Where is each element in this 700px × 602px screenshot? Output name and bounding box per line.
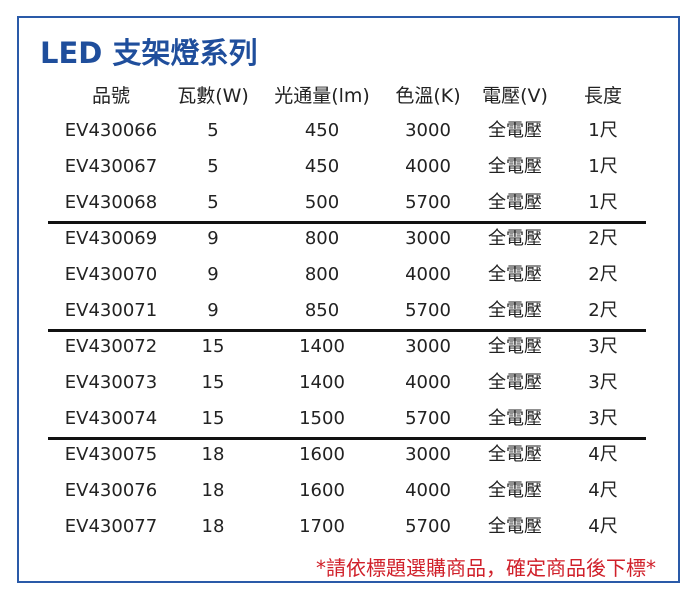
cell-lumens: 450 [304,120,340,141]
cell-voltage: 全電壓 [488,264,542,285]
cell-voltage: 全電壓 [488,300,542,321]
cell-model: EV430071 [64,300,158,321]
cell-length: 2尺 [588,264,618,285]
cell-length: 3尺 [588,408,618,429]
cell-lumens: 800 [304,264,340,285]
cell-model: EV430073 [64,372,158,393]
cell-wattage: 18 [201,480,225,501]
cell-model: EV430066 [64,120,158,141]
cell-model: EV430075 [64,444,158,465]
cell-wattage: 5 [207,192,219,213]
cell-wattage: 5 [207,120,219,141]
cell-wattage: 15 [201,372,225,393]
page-title: LED 支架燈系列 [40,36,258,70]
cell-color-temp: 3000 [405,228,451,249]
group-divider [48,221,646,224]
cell-model: EV430067 [64,156,158,177]
cell-color-temp: 3000 [405,336,451,357]
header-model: 品號 [91,85,131,107]
cell-voltage: 全電壓 [488,192,542,213]
cell-lumens: 1500 [299,408,345,429]
cell-voltage: 全電壓 [488,336,542,357]
cell-color-temp: 5700 [405,300,451,321]
cell-wattage: 18 [201,444,225,465]
table-row: EV430066 5 450 3000 全電壓 1尺 [0,116,700,146]
cell-voltage: 全電壓 [488,408,542,429]
table-row: EV430068 5 500 5700 全電壓 1尺 [0,188,700,218]
cell-lumens: 850 [304,300,340,321]
cell-length: 4尺 [588,444,618,465]
cell-length: 1尺 [588,120,618,141]
cell-lumens: 450 [304,156,340,177]
cell-color-temp: 3000 [405,444,451,465]
cell-wattage: 5 [207,156,219,177]
cell-model: EV430068 [64,192,158,213]
cell-model: EV430070 [64,264,158,285]
table-row: EV430067 5 450 4000 全電壓 1尺 [0,152,700,182]
purchase-note: *請依標題選購商品，確定商品後下標* [316,556,656,580]
group-divider [48,437,646,440]
table-row: EV430076 18 1600 4000 全電壓 4尺 [0,476,700,506]
cell-color-temp: 4000 [405,156,451,177]
cell-lumens: 1700 [299,516,345,537]
cell-voltage: 全電壓 [488,480,542,501]
cell-voltage: 全電壓 [488,228,542,249]
cell-voltage: 全電壓 [488,372,542,393]
table-row: EV430073 15 1400 4000 全電壓 3尺 [0,368,700,398]
cell-wattage: 15 [201,408,225,429]
cell-voltage: 全電壓 [488,156,542,177]
cell-color-temp: 5700 [405,516,451,537]
cell-color-temp: 5700 [405,408,451,429]
cell-wattage: 18 [201,516,225,537]
cell-wattage: 9 [207,300,219,321]
group-divider [48,329,646,332]
cell-length: 2尺 [588,300,618,321]
cell-length: 3尺 [588,372,618,393]
cell-model: EV430076 [64,480,158,501]
header-voltage: 電壓(V) [482,85,548,107]
cell-lumens: 1400 [299,336,345,357]
cell-wattage: 15 [201,336,225,357]
header-lumens: 光通量(lm) [274,85,370,107]
table-row: EV430069 9 800 3000 全電壓 2尺 [0,224,700,254]
cell-model: EV430072 [64,336,158,357]
table-header: 品號 瓦數(W) 光通量(lm) 色溫(K) 電壓(V) 長度 [0,81,700,111]
cell-color-temp: 4000 [405,264,451,285]
cell-lumens: 500 [304,192,340,213]
cell-voltage: 全電壓 [488,120,542,141]
table-row: EV430074 15 1500 5700 全電壓 3尺 [0,404,700,434]
cell-lumens: 800 [304,228,340,249]
cell-wattage: 9 [207,228,219,249]
cell-lumens: 1600 [299,480,345,501]
cell-voltage: 全電壓 [488,444,542,465]
cell-lumens: 1400 [299,372,345,393]
cell-model: EV430074 [64,408,158,429]
cell-color-temp: 5700 [405,192,451,213]
table-row: EV430077 18 1700 5700 全電壓 4尺 [0,512,700,542]
cell-length: 4尺 [588,480,618,501]
header-wattage: 瓦數(W) [177,85,249,107]
cell-model: EV430069 [64,228,158,249]
cell-length: 2尺 [588,228,618,249]
table-row: EV430071 9 850 5700 全電壓 2尺 [0,296,700,326]
cell-color-temp: 4000 [405,480,451,501]
table-row: EV430072 15 1400 3000 全電壓 3尺 [0,332,700,362]
cell-color-temp: 3000 [405,120,451,141]
cell-model: EV430077 [64,516,158,537]
cell-lumens: 1600 [299,444,345,465]
table-row: EV430070 9 800 4000 全電壓 2尺 [0,260,700,290]
table-row: EV430075 18 1600 3000 全電壓 4尺 [0,440,700,470]
cell-length: 4尺 [588,516,618,537]
cell-length: 1尺 [588,156,618,177]
cell-wattage: 9 [207,264,219,285]
cell-color-temp: 4000 [405,372,451,393]
spec-frame [17,16,680,583]
header-length: 長度 [583,85,623,107]
cell-voltage: 全電壓 [488,516,542,537]
cell-length: 1尺 [588,192,618,213]
cell-length: 3尺 [588,336,618,357]
header-color-temp: 色溫(K) [395,85,461,107]
